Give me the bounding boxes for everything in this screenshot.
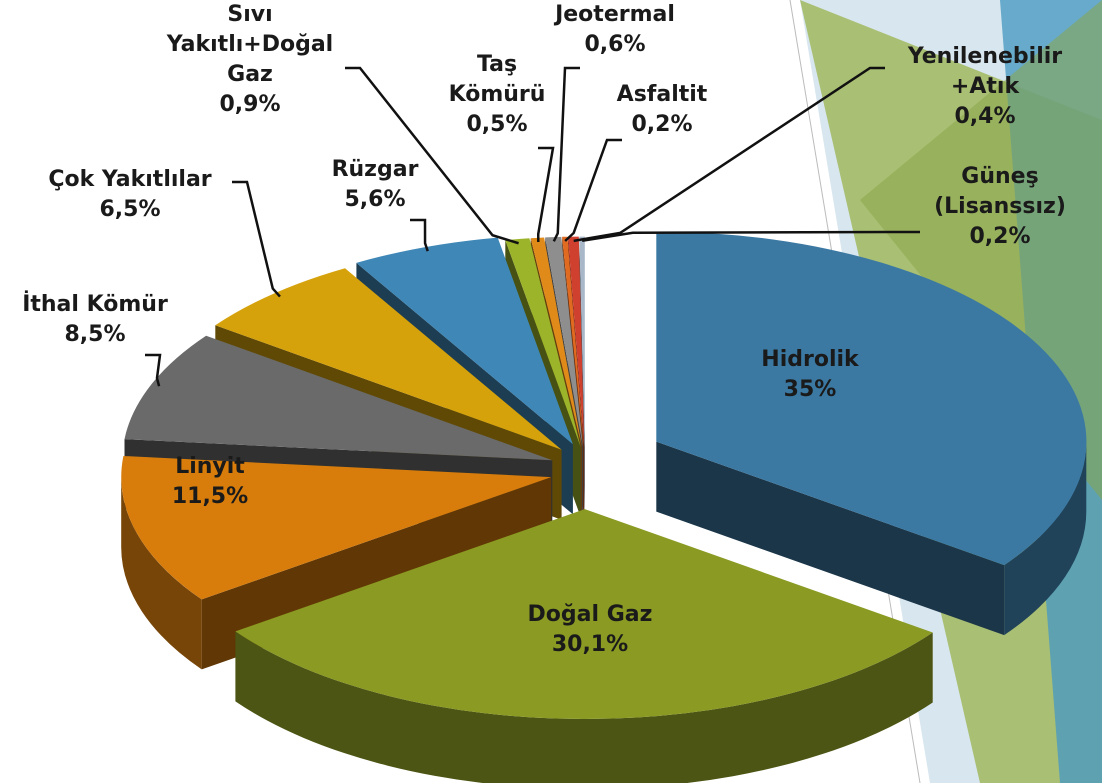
slice bbox=[562, 236, 584, 447]
slice bbox=[656, 231, 1087, 566]
category-label: Güneş (Lisanssız) bbox=[934, 164, 1066, 219]
data-label: İthal Kömür 8,5% bbox=[5, 290, 185, 350]
slice-wall bbox=[656, 441, 1005, 636]
category-label: Linyit bbox=[175, 454, 245, 479]
value-label: 6,5% bbox=[99, 197, 161, 222]
leader-line bbox=[145, 353, 162, 387]
data-label: Doğal Gaz 30,1% bbox=[480, 600, 700, 660]
data-label: Linyit 11,5% bbox=[130, 452, 290, 512]
value-label: 0,9% bbox=[219, 92, 281, 117]
leader-line bbox=[232, 180, 281, 298]
slice bbox=[579, 236, 585, 447]
slice bbox=[235, 509, 933, 720]
data-label: Çok Yakıtlılar 6,5% bbox=[20, 165, 240, 225]
value-label: 0,2% bbox=[969, 224, 1031, 249]
leader-line bbox=[536, 146, 555, 242]
leader-line bbox=[564, 138, 622, 242]
leader-line bbox=[573, 66, 885, 243]
value-label: 0,4% bbox=[954, 104, 1016, 129]
data-label: Sıvı Yakıtlı+Doğal Gaz 0,9% bbox=[145, 0, 355, 120]
slice bbox=[568, 236, 585, 447]
category-label: Rüzgar bbox=[331, 157, 419, 182]
data-label: Taş Kömürü 0,5% bbox=[442, 50, 552, 140]
data-label: Jeotermal 0,6% bbox=[540, 0, 690, 60]
category-label: Doğal Gaz bbox=[527, 602, 653, 627]
category-label: Jeotermal bbox=[555, 2, 675, 27]
data-label: Hidrolik 35% bbox=[710, 345, 910, 405]
value-label: 0,2% bbox=[631, 112, 693, 137]
category-label: Taş Kömürü bbox=[448, 52, 546, 107]
data-label: Güneş (Lisanssız) 0,2% bbox=[915, 162, 1085, 252]
leader-line bbox=[410, 218, 429, 252]
slice bbox=[530, 237, 582, 447]
slice-side bbox=[121, 477, 202, 670]
slice bbox=[215, 268, 562, 450]
slice bbox=[124, 335, 553, 461]
value-label: 0,6% bbox=[584, 32, 646, 57]
category-label: Yenilenebilir +Atık bbox=[907, 44, 1063, 99]
value-label: 8,5% bbox=[64, 322, 126, 347]
value-label: 11,5% bbox=[171, 484, 249, 509]
value-label: 5,6% bbox=[344, 187, 406, 212]
data-label: Rüzgar 5,6% bbox=[310, 155, 440, 215]
category-label: İthal Kömür bbox=[22, 292, 168, 317]
category-label: Sıvı Yakıtlı+Doğal Gaz bbox=[166, 2, 334, 87]
value-label: 30,1% bbox=[551, 632, 629, 657]
data-label: Yenilenebilir +Atık 0,4% bbox=[885, 42, 1085, 132]
slice bbox=[545, 236, 583, 447]
leader-lines bbox=[145, 66, 920, 387]
value-label: 35% bbox=[783, 377, 837, 402]
category-label: Hidrolik bbox=[761, 347, 859, 372]
value-label: 0,5% bbox=[466, 112, 528, 137]
slice bbox=[505, 238, 581, 447]
leader-line bbox=[552, 66, 580, 242]
leader-line bbox=[581, 230, 920, 242]
slice-side bbox=[235, 631, 933, 783]
slice bbox=[121, 456, 552, 600]
leader-line bbox=[345, 66, 519, 245]
category-label: Asfaltit bbox=[616, 82, 708, 107]
category-label: Çok Yakıtlılar bbox=[48, 167, 212, 192]
slice-side bbox=[1004, 441, 1087, 636]
data-label: Asfaltit 0,2% bbox=[607, 80, 717, 140]
pie bbox=[121, 231, 1087, 783]
slice bbox=[356, 237, 573, 445]
